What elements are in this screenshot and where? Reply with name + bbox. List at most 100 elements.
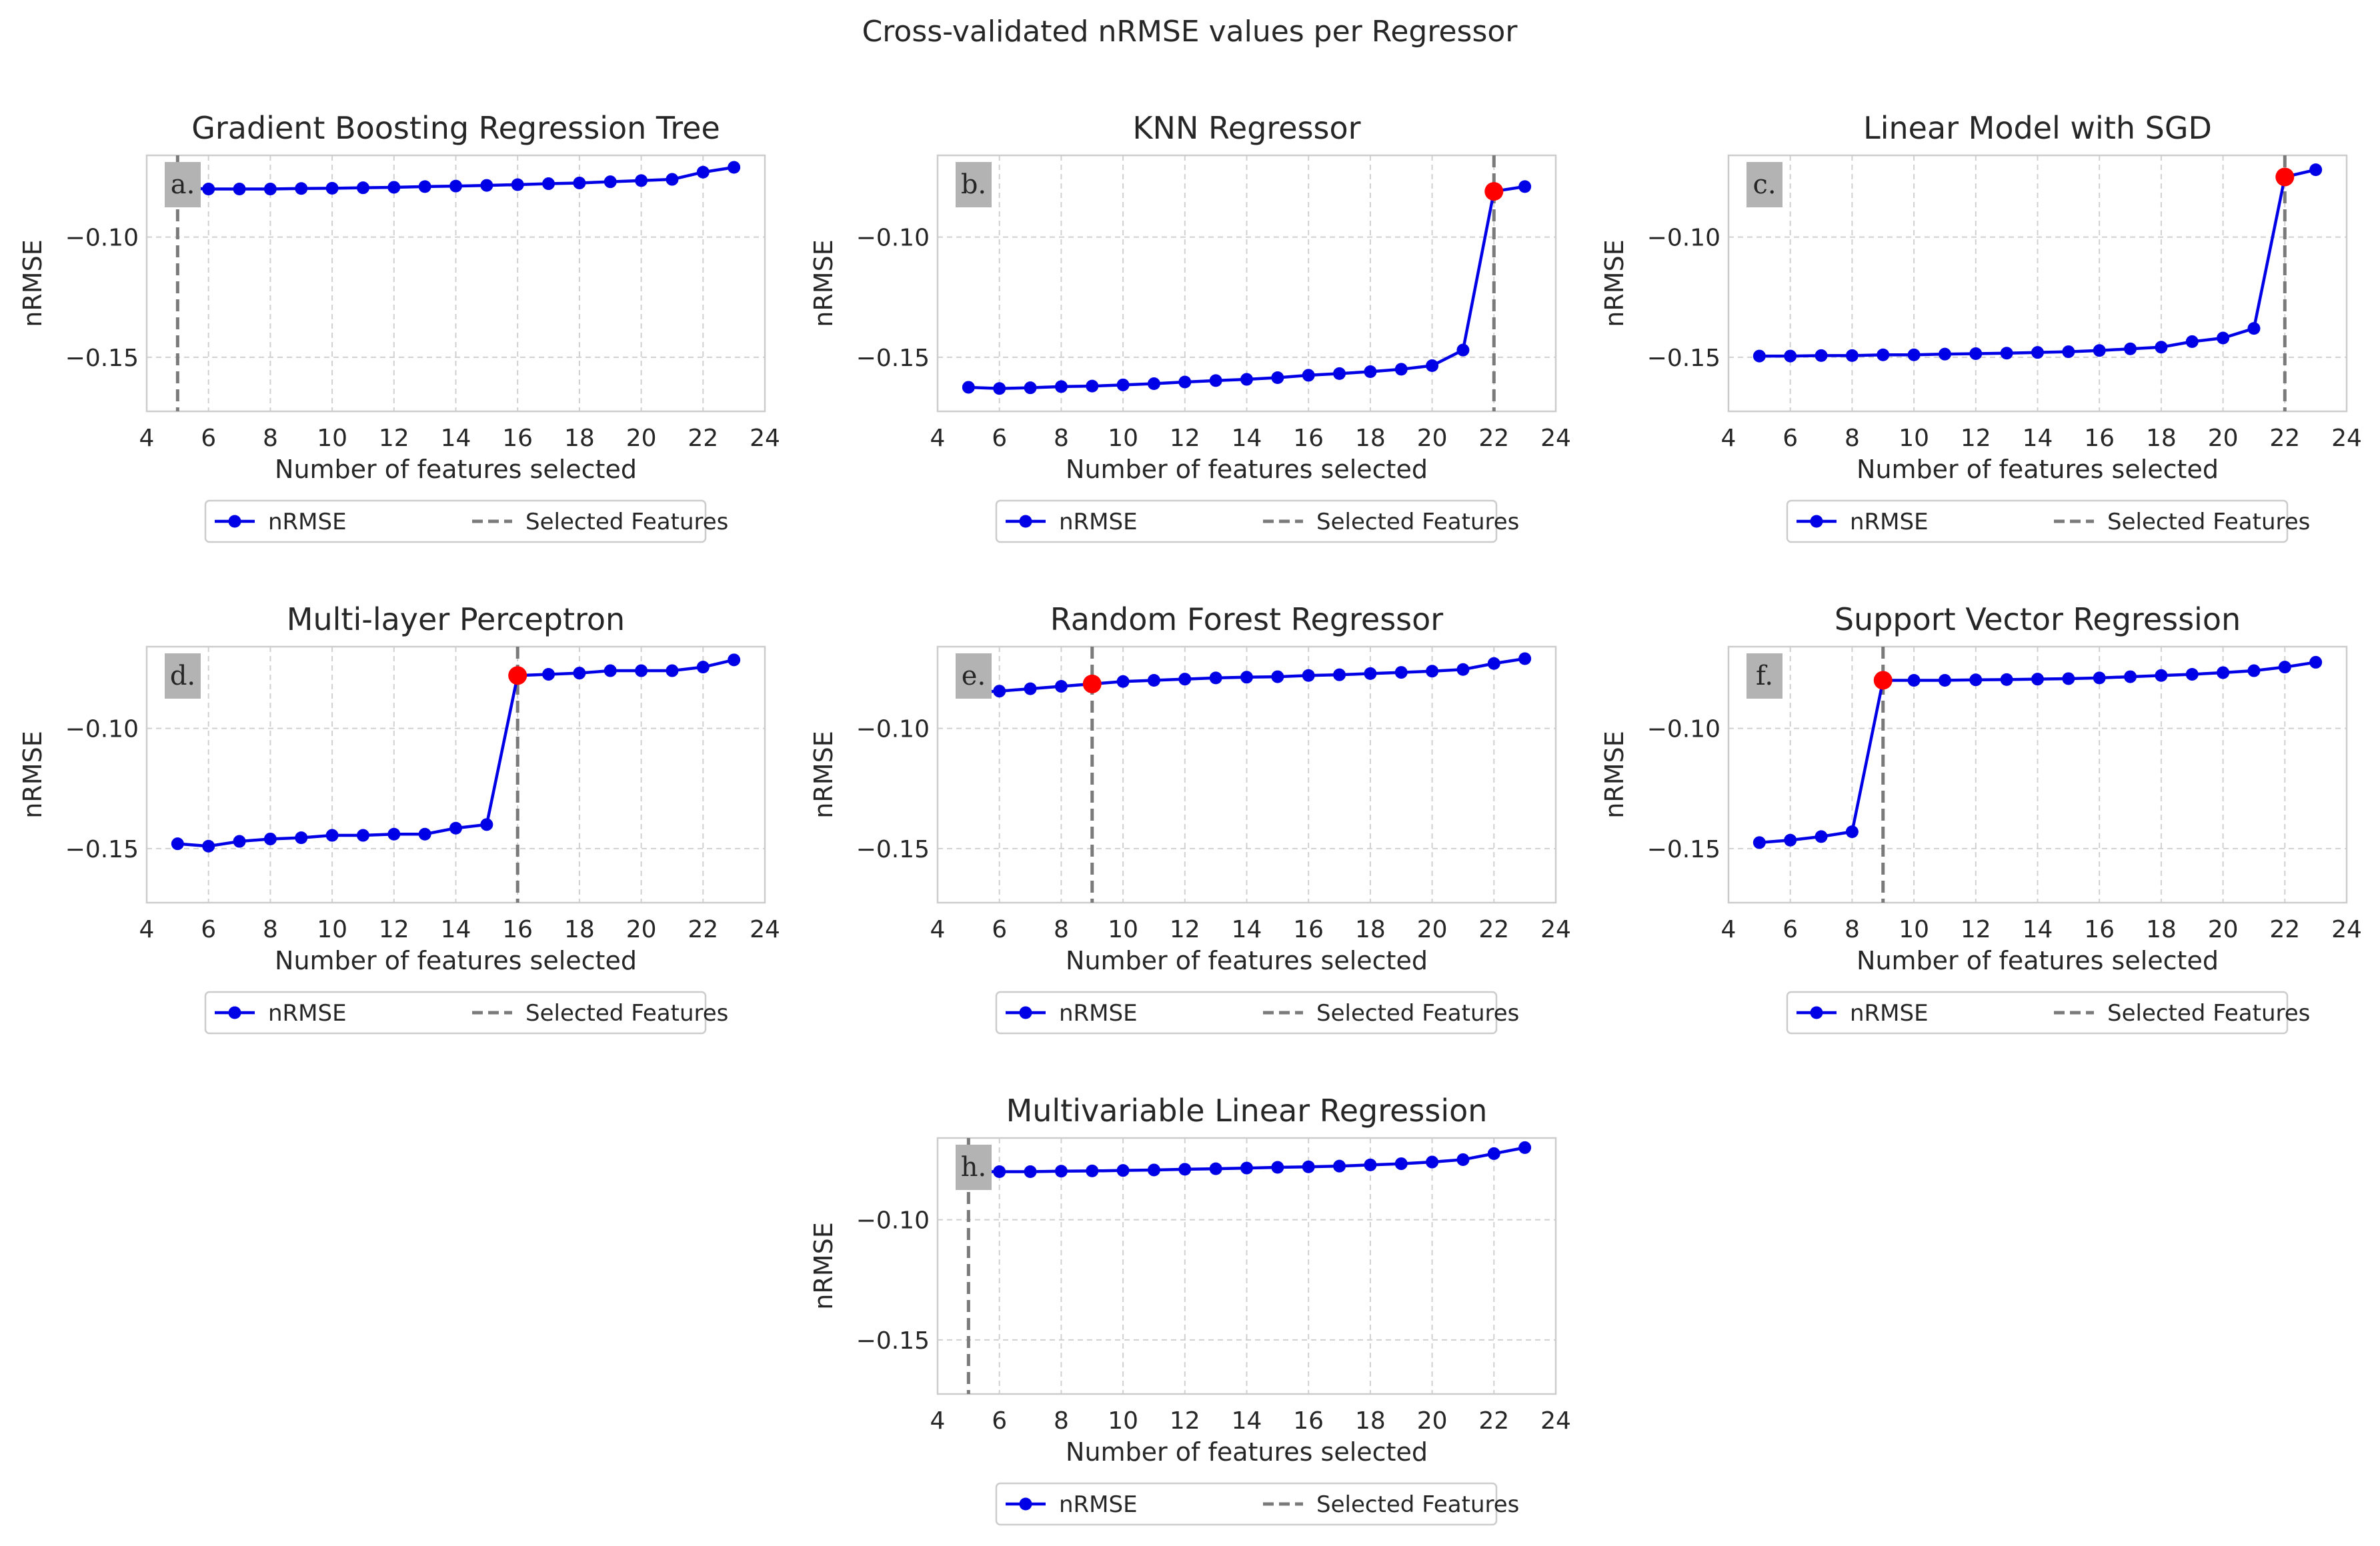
nrmse-point: [993, 1165, 1006, 1178]
nrmse-point: [1394, 1157, 1408, 1171]
x-tick-label: 16: [2084, 916, 2115, 943]
legend: nRMSE Selected Features: [995, 1482, 1519, 1526]
legend-selected-label: Selected Features: [1316, 1000, 1519, 1027]
nrmse-point: [666, 173, 679, 186]
x-tick-label: 12: [1961, 916, 1991, 943]
nrmse-point: [171, 837, 184, 851]
nrmse-point: [666, 664, 679, 677]
nrmse-point: [418, 180, 431, 193]
nrmse-point: [2185, 335, 2199, 348]
nrmse-point: [1938, 347, 1951, 361]
nrmse-point: [480, 179, 493, 192]
panel-label: c.: [1752, 169, 1776, 200]
nrmse-point: [2124, 342, 2137, 355]
x-tick-label: 10: [317, 916, 347, 943]
nrmse-point: [1426, 359, 1439, 372]
nrmse-point: [1116, 378, 1130, 391]
nrmse-point: [2155, 669, 2168, 682]
x-tick-label: 22: [688, 916, 718, 943]
x-axis-label: Number of features selected: [275, 455, 637, 484]
y-tick-label: −0.10: [65, 225, 139, 252]
x-tick-label: 4: [139, 916, 155, 943]
nrmse-point: [1178, 375, 1192, 389]
axes-frame: [936, 1137, 1557, 1395]
x-tick-label: 6: [992, 1407, 1007, 1435]
panel-label-box: [165, 653, 201, 699]
panel-4: Multi-layer Perceptron 4 6 8 10 12 14 16 18 20 22 2…: [18, 601, 780, 1035]
panel-label: f.: [1756, 661, 1773, 691]
nrmse-point: [1178, 1163, 1192, 1176]
nrmse-point: [1394, 363, 1408, 376]
x-tick-label: 18: [2146, 425, 2177, 452]
nrmse-point: [2031, 346, 2044, 359]
panel-label: d.: [170, 661, 195, 691]
x-tick-label: 16: [1293, 1407, 1324, 1435]
legend-box: [1786, 991, 2289, 1035]
nrmse-point: [1240, 1161, 1253, 1175]
nrmse-point: [1240, 373, 1253, 386]
x-tick-label: 4: [139, 425, 155, 452]
nrmse-point: [1784, 833, 1797, 847]
legend-box: [204, 499, 707, 543]
x-tick-label: 14: [1232, 916, 1262, 943]
panel-7: Multivariable Linear Regression 4 6 8 10 12 14…: [809, 1093, 1571, 1526]
nrmse-point: [1147, 673, 1160, 687]
nrmse-point: [202, 839, 215, 853]
selected-point: [1082, 674, 1102, 693]
nrmse-point: [993, 382, 1006, 395]
nrmse-point: [1877, 348, 1890, 361]
nrmse-point: [263, 182, 277, 195]
nrmse-point: [1333, 668, 1346, 681]
nrmse-point: [2093, 344, 2106, 357]
x-tick-label: 18: [1355, 425, 1386, 452]
x-tick-label: 20: [626, 916, 657, 943]
nrmse-point: [1333, 367, 1346, 380]
x-tick-label: 20: [2208, 916, 2239, 943]
x-tick-label: 8: [1054, 916, 1069, 943]
x-axis-label: Number of features selected: [1857, 455, 2219, 484]
nrmse-point: [696, 165, 710, 179]
legend: nRMSE Selected Features: [1786, 499, 2310, 543]
legend-selected-label: Selected Features: [525, 509, 728, 535]
nrmse-point: [635, 174, 648, 187]
x-tick-label: 18: [2146, 916, 2177, 943]
x-tick-label: 24: [750, 425, 780, 452]
panel-label: b.: [961, 169, 986, 200]
nrmse-point: [1209, 1162, 1222, 1175]
nrmse-point: [604, 664, 617, 677]
x-tick-label: 24: [750, 916, 780, 943]
nrmse-point: [325, 829, 339, 842]
x-tick-label: 10: [1108, 425, 1138, 452]
nrmse-point: [728, 161, 741, 174]
nrmse-point: [1907, 348, 1921, 361]
nrmse-point: [1333, 1159, 1346, 1173]
nrmse-point: [202, 182, 215, 195]
nrmse-point: [1240, 671, 1253, 684]
panel-label: a.: [171, 169, 195, 200]
nrmse-point: [295, 182, 308, 195]
x-tick-label: 4: [930, 1407, 946, 1435]
x-tick-label: 18: [1355, 1407, 1386, 1435]
legend: nRMSE Selected Features: [204, 499, 728, 543]
x-tick-label: 14: [441, 425, 471, 452]
nrmse-point: [573, 176, 586, 189]
nrmse-point: [1178, 673, 1192, 686]
nrmse-point: [1364, 1158, 1377, 1171]
x-tick-label: 6: [992, 425, 1007, 452]
panel-label-box: [1746, 653, 1782, 699]
x-tick-label: 20: [1417, 916, 1448, 943]
legend-box: [995, 1482, 1498, 1526]
panel-label-box: [165, 162, 201, 207]
axes-frame: [145, 645, 766, 904]
legend: nRMSE Selected Features: [995, 499, 1519, 543]
panel-2: KNN Regressor 4 6 8 10 12 14 16 18 20 22 24 −0.10 −0.…: [809, 110, 1571, 543]
y-tick-label: −0.10: [65, 716, 139, 743]
x-tick-label: 4: [930, 916, 946, 943]
nrmse-point: [449, 821, 462, 835]
nrmse-point: [1086, 379, 1099, 393]
panel-title: Support Vector Regression: [1835, 601, 2241, 637]
x-tick-label: 10: [1108, 916, 1138, 943]
nrmse-point: [573, 667, 586, 680]
nrmse-point: [1784, 349, 1797, 363]
